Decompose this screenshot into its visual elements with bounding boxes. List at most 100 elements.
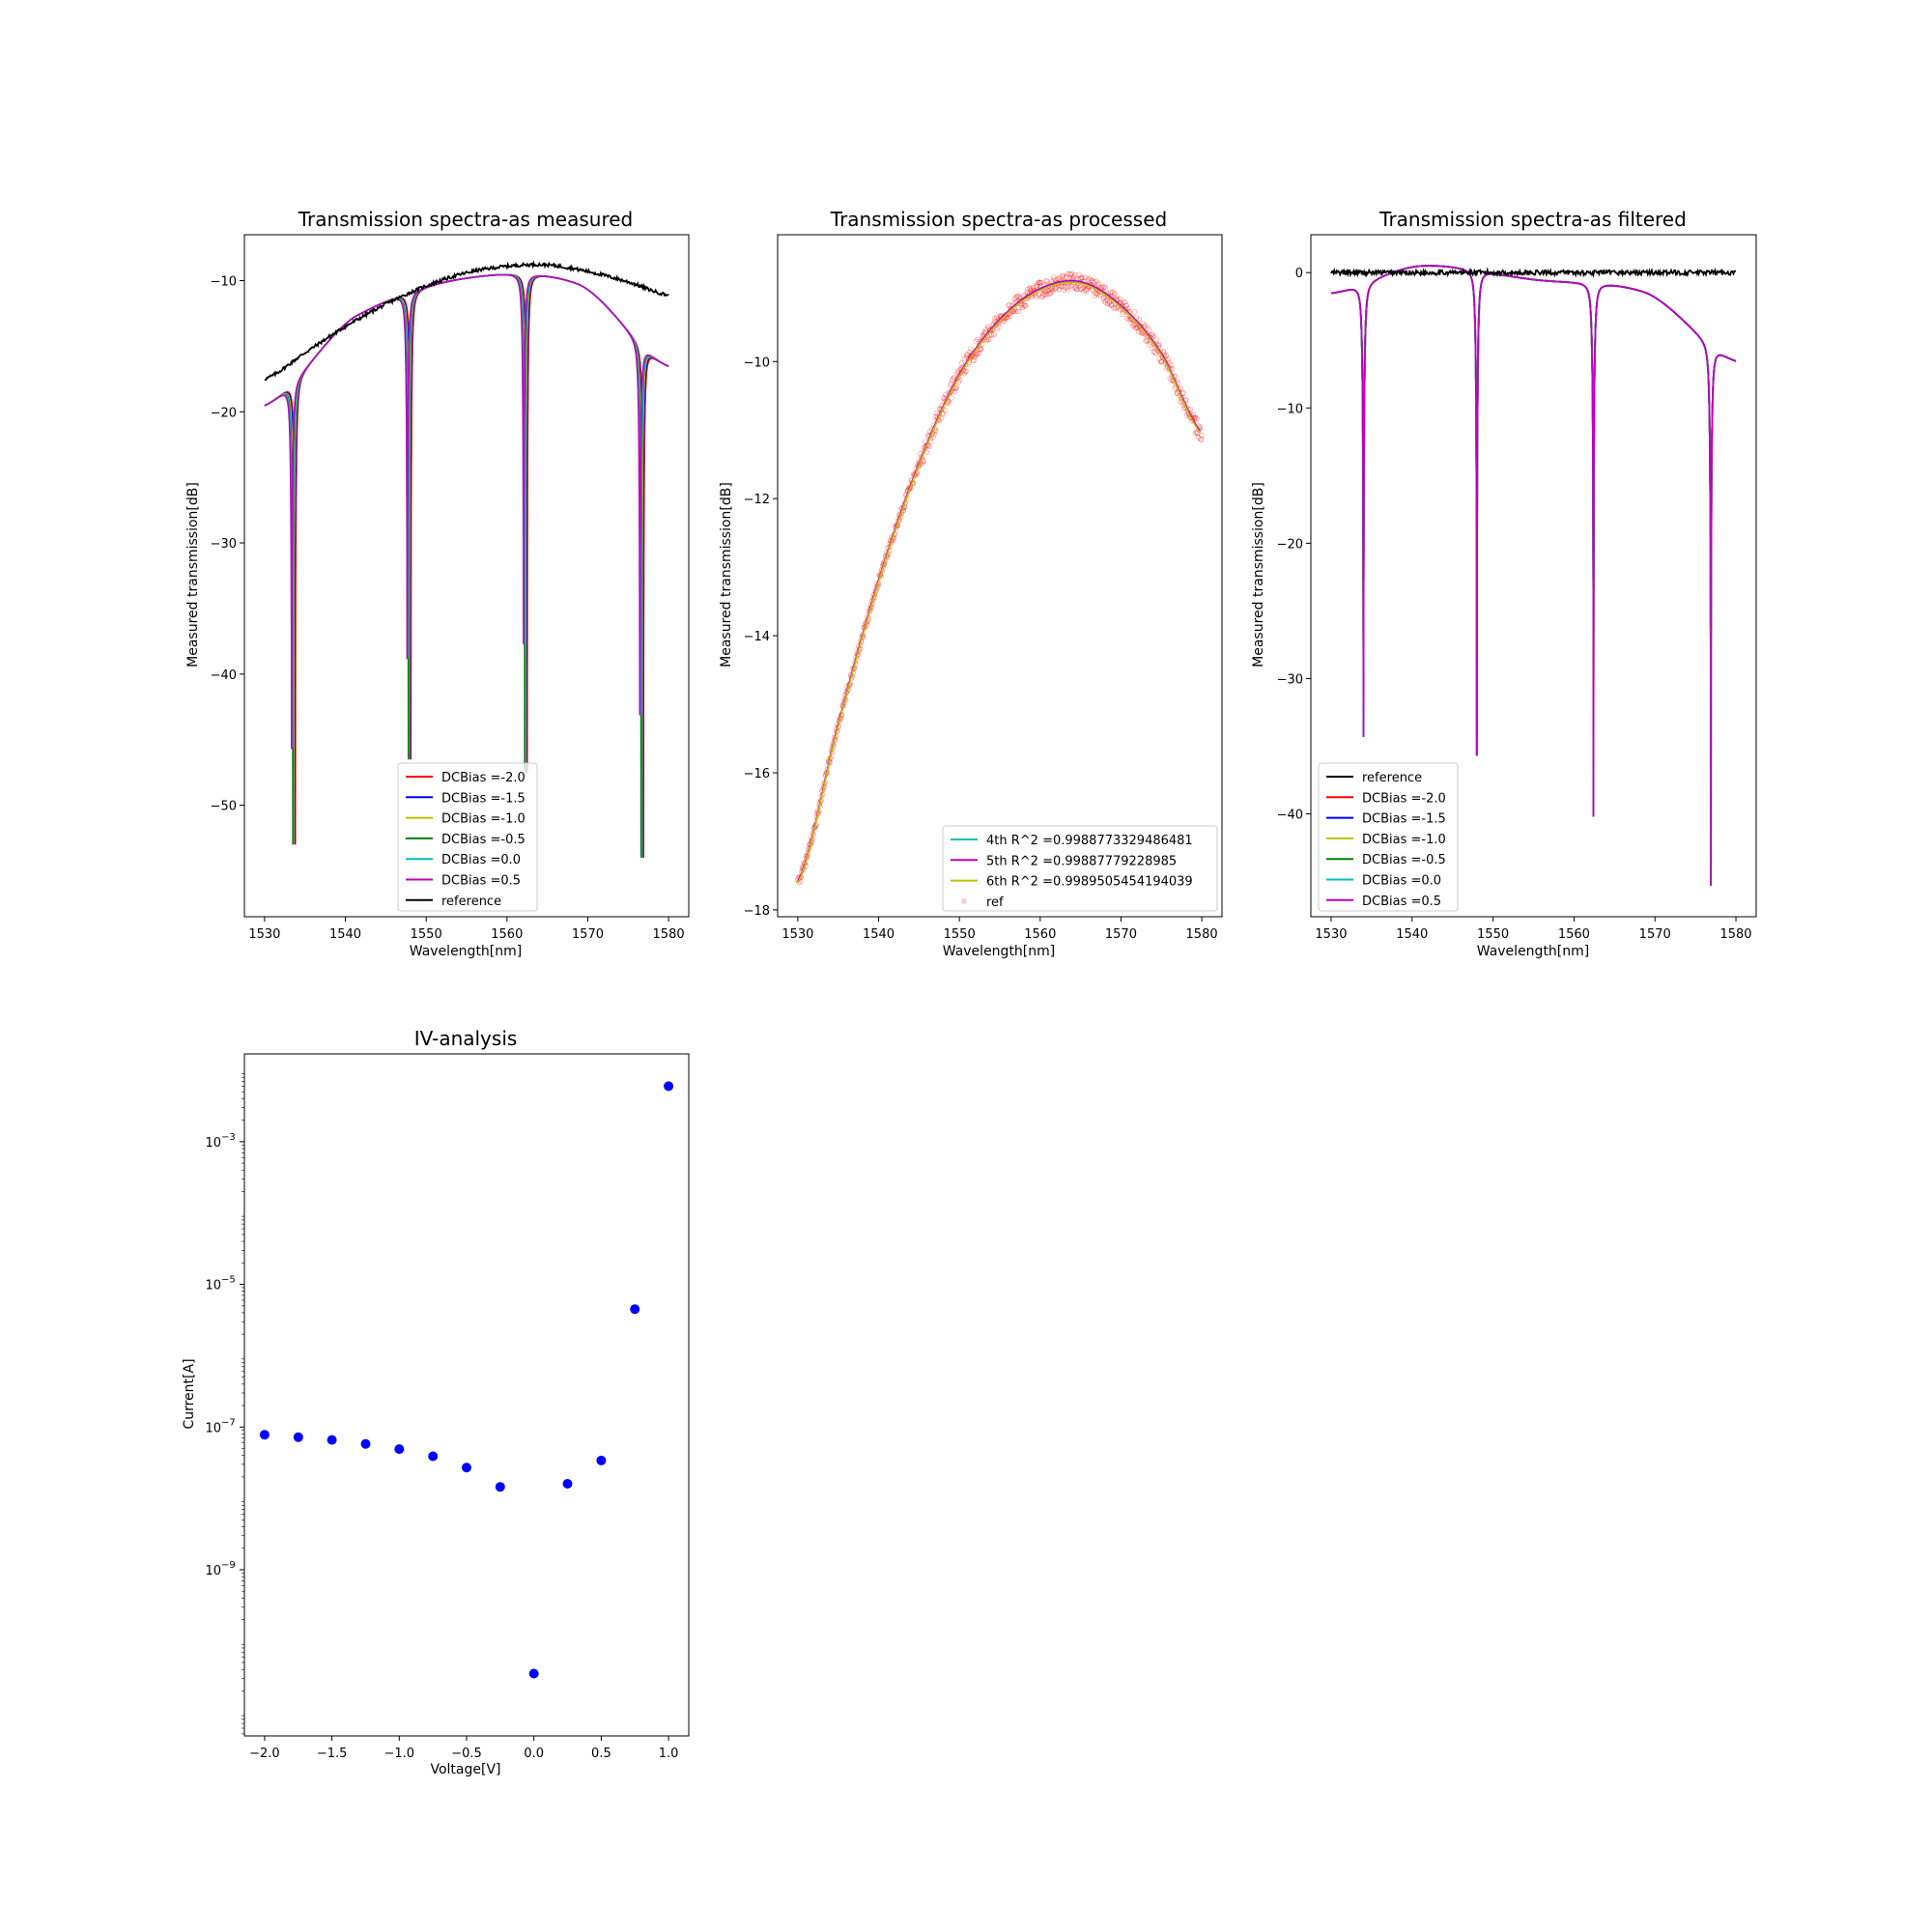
scatter-point <box>1036 279 1041 286</box>
scatter-point <box>964 352 971 357</box>
scatter-point <box>989 332 995 338</box>
scatter-point <box>1194 430 1201 437</box>
scatter-point <box>950 377 955 384</box>
scatter-point <box>1048 289 1054 296</box>
plot-area <box>264 260 669 858</box>
scatter-point <box>991 331 997 337</box>
legend: 4th R^2 =0.9988773329486481 5th R^2 =0.99… <box>942 825 1218 912</box>
scatter-point <box>1043 277 1049 284</box>
scatter-point <box>1076 271 1082 278</box>
scatter-point <box>1100 294 1107 300</box>
x-tick-label: −1.0 <box>384 1747 415 1761</box>
scatter-point <box>1043 291 1050 298</box>
legend-label: DCBias =-0.5 <box>441 833 526 847</box>
scatter-point <box>1104 298 1110 303</box>
scatter-point <box>1073 286 1080 293</box>
series-line-reference <box>264 260 669 382</box>
scatter-point <box>971 357 977 363</box>
scatter-point <box>1006 302 1012 308</box>
scatter-point <box>1151 349 1157 355</box>
scatter-point <box>1194 415 1200 422</box>
scatter-point <box>1077 286 1084 293</box>
scatter-point <box>1151 349 1157 355</box>
legend-item: 5th R^2 =0.99887779228985 <box>951 854 1177 868</box>
scatter-point <box>1064 284 1070 291</box>
scatter-point <box>1018 301 1025 308</box>
x-tick-label: 1560 <box>1558 927 1590 942</box>
scatter-point <box>1196 435 1202 440</box>
scatter-point <box>1056 286 1063 293</box>
legend-box <box>1318 762 1459 912</box>
iv-point <box>596 1455 607 1465</box>
legend-item: 6th R^2 =0.9989505454194039 <box>951 875 1193 890</box>
legend-item: DCBias =-1.5 <box>406 791 526 806</box>
legend-item: DCBias =0.0 <box>1326 874 1441 889</box>
legend-label: 5th R^2 =0.99887779228985 <box>986 854 1177 868</box>
scatter-point <box>968 346 974 353</box>
scatter-point <box>942 408 949 413</box>
scatter-point <box>1079 286 1085 292</box>
scatter-point <box>1193 414 1199 421</box>
scatter-point <box>1012 308 1018 315</box>
scatter-point <box>1133 325 1140 331</box>
scatter-points <box>259 1081 674 1679</box>
x-tick-label: 1530 <box>781 927 813 942</box>
scatter-point <box>1190 412 1197 417</box>
legend-item: DCBias =-0.5 <box>1326 853 1446 867</box>
scatter-point <box>1111 290 1118 297</box>
legend-item: DCBias =0.0 <box>406 853 521 867</box>
scatter-point <box>1083 286 1089 293</box>
scatter-point <box>1050 287 1056 294</box>
scatter-point <box>1129 323 1136 329</box>
scatter-point <box>962 369 968 375</box>
scatter-point <box>1092 293 1097 299</box>
x-tick-label: 1560 <box>1024 927 1056 942</box>
legend-label: DCBias =-2.0 <box>441 771 526 785</box>
scatter-point <box>1016 294 1022 300</box>
legend-label: DCBias =-1.0 <box>441 812 526 827</box>
scatter-point <box>1091 279 1096 286</box>
scatter-point <box>976 350 981 356</box>
scatter-point <box>1082 274 1089 281</box>
scatter-point <box>1112 305 1119 312</box>
x-tick-label: −1.5 <box>317 1747 348 1761</box>
scatter-point <box>948 381 954 386</box>
scatter-point <box>1137 323 1143 329</box>
scatter-point <box>1134 325 1140 331</box>
scatter-point <box>1138 324 1144 330</box>
x-tick-label: −0.5 <box>451 1747 482 1761</box>
legend-label: 4th R^2 =0.9988773329486481 <box>986 834 1193 848</box>
scatter-point <box>1048 286 1055 293</box>
scatter-point <box>941 395 947 401</box>
scatter-point <box>1006 302 1011 308</box>
scatter-point <box>1091 279 1097 285</box>
scatter-point <box>951 375 956 382</box>
y-tick-label: −16 <box>744 767 770 781</box>
scatter-point <box>1036 292 1042 298</box>
scatter-point <box>1165 355 1172 362</box>
iv-point <box>462 1463 471 1473</box>
scatter-point <box>1089 278 1094 284</box>
scatter-point <box>1086 277 1093 284</box>
legend-item: DCBias =-1.0 <box>1326 833 1446 847</box>
scatter-point <box>1035 281 1040 288</box>
scatter-point <box>973 338 980 345</box>
x-tick-label: 1570 <box>1639 927 1671 942</box>
scatter-point <box>1038 279 1044 286</box>
scatter-point <box>1046 287 1053 294</box>
legend-item: DCBias =-0.5 <box>406 833 526 847</box>
scatter-point <box>1068 282 1074 289</box>
y-tick-label: −40 <box>211 668 237 683</box>
scatter-point <box>1106 298 1113 305</box>
x-tick-label: −2.0 <box>249 1747 280 1761</box>
scatter-point <box>949 395 954 401</box>
scatter-point <box>1123 302 1129 309</box>
scatter-point <box>996 318 1003 324</box>
scatter-point <box>977 346 983 353</box>
scatter-point <box>1093 290 1098 297</box>
scatter-point <box>1140 321 1147 327</box>
legend-label: DCBias =-1.5 <box>1362 812 1446 827</box>
scatter-point <box>963 368 969 374</box>
iv-point <box>495 1482 505 1492</box>
scatter-point <box>1007 313 1013 320</box>
